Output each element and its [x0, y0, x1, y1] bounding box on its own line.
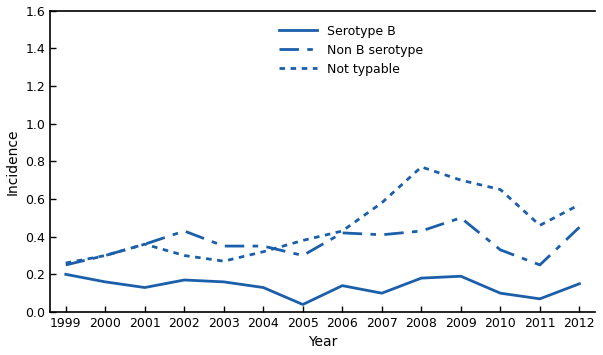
Legend: Serotype B, Non B serotype, Not typable: Serotype B, Non B serotype, Not typable — [274, 20, 428, 81]
Y-axis label: Incidence: Incidence — [5, 128, 19, 195]
X-axis label: Year: Year — [308, 335, 337, 349]
